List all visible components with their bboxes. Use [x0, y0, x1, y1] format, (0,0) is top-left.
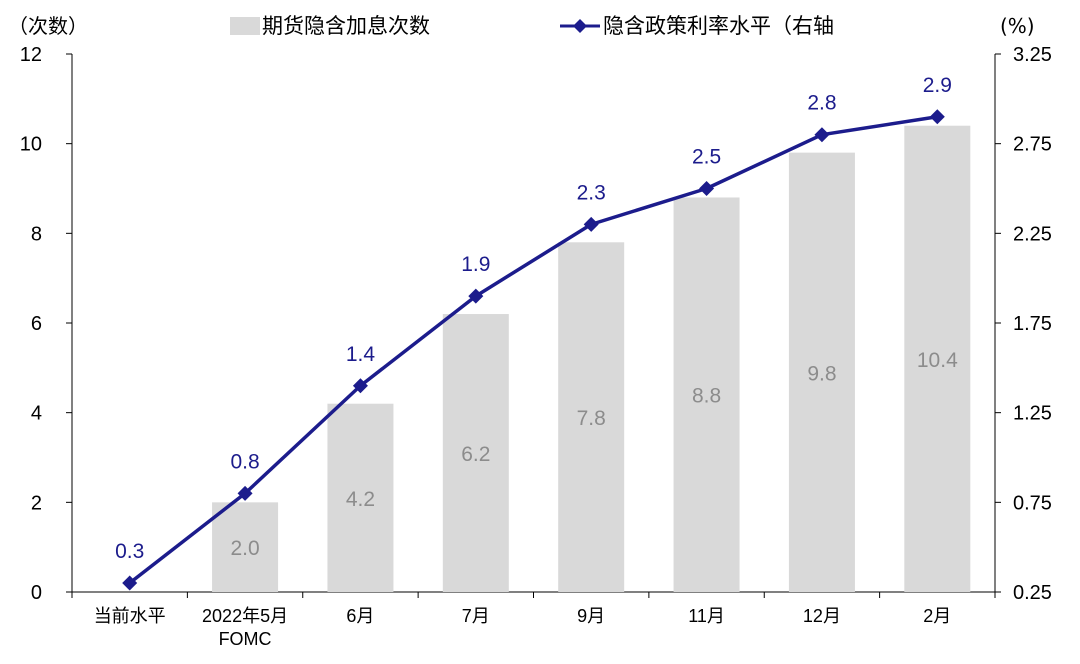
line-data-label: 1.9 [461, 253, 490, 276]
line-point-marker [237, 485, 253, 501]
right-axis-tick-label: 1.25 [1013, 403, 1052, 425]
bar-data-label: 9.8 [807, 362, 836, 385]
bar-data-label: 2.0 [230, 537, 259, 560]
axes: 0 2 4 6 8 10 12 0.25 0.75 1.25 1.75 2.25 2.75 3.25 [20, 44, 1052, 604]
category-labels: 当前水平 2022年5月 FOMC 6月 7月 9月 11月 12月 2月 [94, 606, 952, 649]
right-axis-tick-label: 3.25 [1013, 44, 1052, 66]
line-point-marker [699, 181, 715, 196]
right-axis-tick-label: 2.25 [1013, 223, 1052, 245]
legend: 期货隐含加息次数 隐含政策利率水平（右轴 [230, 14, 834, 38]
line-series: 0.3 0.8 1.4 1.9 2.3 2.5 2.8 2.9 [115, 74, 952, 591]
line-path [128, 115, 938, 585]
right-axis-tick-label: 0.75 [1013, 492, 1052, 514]
left-axis-tick-label: 8 [31, 223, 42, 245]
left-axis-tick-label: 2 [31, 492, 42, 514]
category-label: 7月 [462, 606, 490, 626]
left-axis-tick-label: 4 [31, 403, 42, 425]
line-data-label: 1.4 [346, 343, 376, 366]
category-label: 2022年5月 [202, 606, 288, 626]
bar [673, 197, 740, 592]
line-data-label: 0.8 [230, 450, 259, 473]
category-label: FOMC [219, 629, 272, 649]
legend-label-line: 隐含政策利率水平（右轴 [603, 14, 834, 38]
category-label: 6月 [346, 606, 374, 626]
bar [327, 403, 394, 592]
line-point-marker [583, 216, 599, 232]
bar-data-label: 7.8 [577, 407, 606, 430]
left-axis-tick-label: 6 [31, 313, 42, 335]
right-axis-unit-label: (%) [1000, 14, 1035, 38]
line-data-label: 2.9 [923, 74, 952, 97]
bar [904, 125, 971, 592]
line-point-marker [352, 378, 368, 394]
category-label: 9月 [577, 606, 605, 626]
left-axis-tick-label: 0 [31, 582, 42, 604]
bar [212, 502, 279, 592]
line-point-marker [468, 288, 484, 304]
line-data-label: 2.8 [807, 92, 836, 115]
bar-data-label: 8.8 [692, 385, 721, 408]
legend-label-bars: 期货隐含加息次数 [262, 14, 430, 38]
left-axis-tick-label: 12 [20, 44, 42, 66]
bar [442, 314, 509, 592]
left-axis-tick-label: 10 [20, 134, 42, 156]
bar-series: 2.0 4.2 6.2 7.8 8.8 9.8 10.4 [212, 125, 971, 593]
line-point-marker [929, 109, 945, 125]
chart-header: （次数） (%) 期货隐含加息次数 隐含政策利率水平（右轴 [8, 14, 1035, 38]
left-axis-unit-label: （次数） [8, 14, 88, 38]
bar-data-label: 4.2 [346, 488, 375, 511]
line-point-marker [122, 575, 138, 591]
bar-data-label: 6.2 [461, 443, 490, 466]
category-label: 当前水平 [94, 606, 166, 626]
line-data-label: 2.5 [692, 146, 721, 169]
category-label: 12月 [803, 606, 841, 626]
line-point-marker [814, 127, 830, 143]
right-axis-tick-label: 0.25 [1013, 582, 1052, 604]
legend-bar-swatch [230, 17, 260, 35]
right-axis-tick-label: 2.75 [1013, 134, 1052, 156]
bar [788, 152, 855, 592]
bar-data-label: 10.4 [917, 349, 958, 372]
legend-diamond-marker [573, 19, 587, 33]
right-axis-tick-label: 1.75 [1013, 313, 1052, 335]
bar [558, 242, 625, 593]
line-data-label: 0.3 [115, 540, 144, 563]
category-label: 2月 [923, 606, 951, 626]
line-data-label: 2.3 [577, 181, 606, 204]
category-label: 11月 [688, 606, 725, 626]
